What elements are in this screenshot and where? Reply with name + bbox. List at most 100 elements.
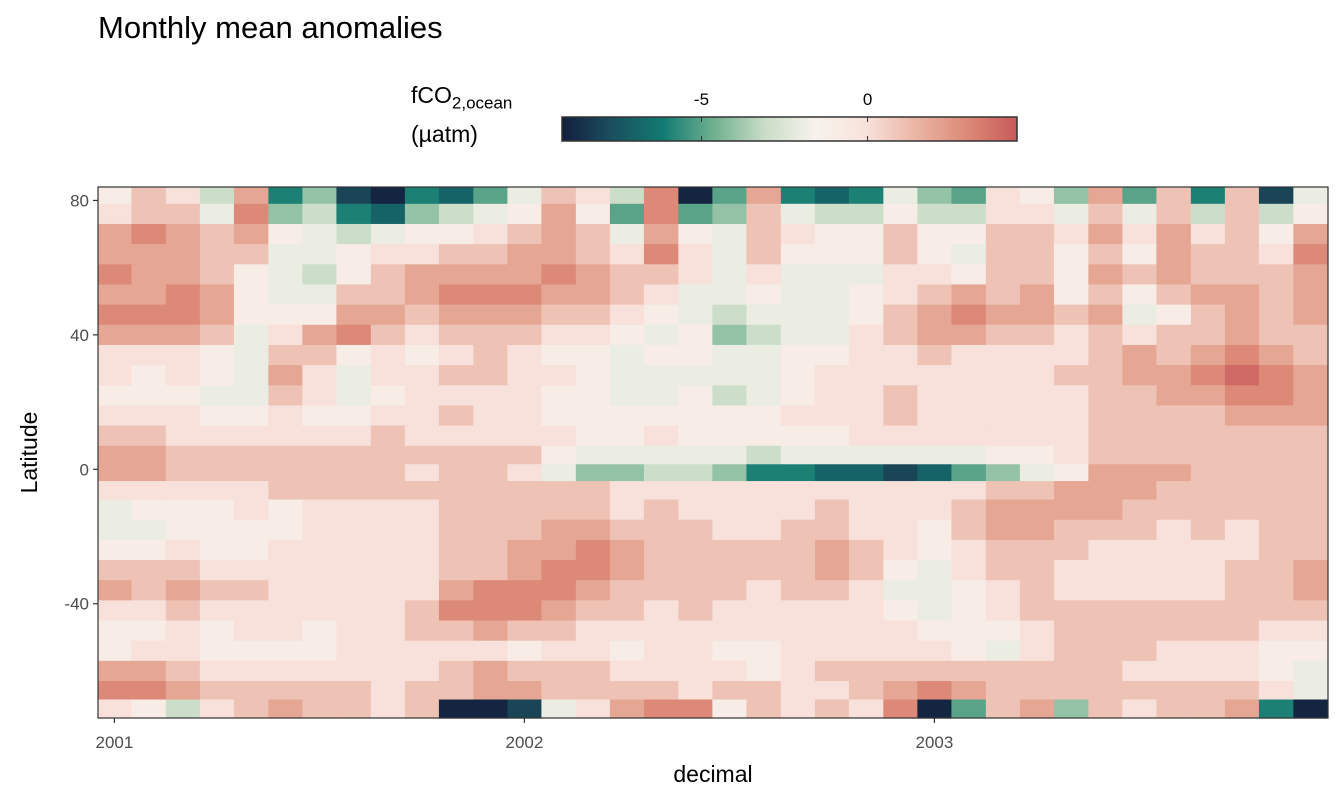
heatmap-cell — [1156, 425, 1192, 447]
heatmap-cell — [233, 203, 269, 225]
heatmap-cell — [917, 304, 953, 326]
heatmap-cell — [507, 519, 543, 541]
heatmap-cell — [370, 244, 406, 265]
heatmap-cell — [1293, 324, 1328, 346]
heatmap-cell — [98, 385, 133, 407]
heatmap-cell — [917, 499, 953, 521]
heatmap-cell — [780, 519, 816, 541]
heatmap-cell — [951, 539, 987, 561]
heatmap-cell — [507, 223, 543, 245]
heatmap-cell — [575, 445, 611, 465]
heatmap-cell — [370, 264, 406, 286]
heatmap-cell — [1019, 640, 1055, 662]
heatmap-cells — [98, 187, 1328, 719]
heatmap-cell — [1156, 284, 1192, 306]
heatmap-cell — [985, 385, 1021, 407]
heatmap-cell — [575, 560, 611, 581]
heatmap-cell — [678, 481, 713, 501]
heatmap-cell — [268, 519, 303, 541]
heatmap-cell — [575, 187, 611, 205]
heatmap-cell — [746, 244, 782, 265]
heatmap-cell — [1190, 660, 1226, 682]
heatmap-cell — [1019, 304, 1055, 326]
heatmap-cell — [1019, 244, 1055, 265]
heatmap-cell — [370, 385, 406, 407]
heatmap-cell — [1156, 365, 1192, 386]
heatmap-cell — [1122, 223, 1158, 245]
heatmap-cell — [712, 640, 748, 662]
heatmap-cell — [678, 445, 713, 465]
heatmap-cell — [883, 681, 918, 701]
heatmap-cell — [609, 405, 645, 427]
heatmap-cell — [1190, 405, 1226, 427]
heatmap-cell — [985, 445, 1021, 465]
heatmap-cell — [404, 660, 440, 682]
heatmap-cell — [883, 600, 918, 622]
heatmap-cell — [98, 519, 133, 541]
heatmap-cell — [712, 539, 748, 561]
heatmap-cell — [1258, 600, 1294, 622]
heatmap-cell — [131, 203, 167, 225]
heatmap-cell — [814, 445, 850, 465]
heatmap-cell — [473, 425, 508, 447]
heatmap-cell — [883, 699, 918, 719]
heatmap-cell — [985, 464, 1021, 482]
heatmap-cell — [438, 425, 474, 447]
heatmap-cell — [1019, 223, 1055, 245]
heatmap-cell — [98, 284, 133, 306]
heatmap-cell — [1190, 539, 1226, 561]
heatmap-cell — [370, 324, 406, 346]
heatmap-cell — [541, 519, 577, 541]
heatmap-cell — [1293, 445, 1328, 465]
heatmap-cell — [1224, 324, 1260, 346]
heatmap-cell — [712, 445, 748, 465]
heatmap-cell — [1088, 560, 1123, 581]
heatmap-cell — [268, 344, 303, 366]
y-axis: 80 40 0 -40 — [64, 191, 98, 614]
heatmap-cell — [302, 620, 338, 642]
heatmap-cell — [917, 203, 953, 225]
heatmap-cell — [1258, 580, 1294, 601]
heatmap-cell — [473, 519, 508, 541]
heatmap-cell — [848, 264, 884, 286]
heatmap-cell — [404, 499, 440, 521]
heatmap-cell — [917, 640, 953, 662]
heatmap-cell — [985, 344, 1021, 366]
heatmap-cell — [1088, 365, 1123, 386]
heatmap-cell — [541, 284, 577, 306]
heatmap-cell — [268, 681, 303, 701]
heatmap-cell — [199, 560, 235, 581]
heatmap-cell — [473, 499, 508, 521]
heatmap-cell — [985, 600, 1021, 622]
heatmap-cell — [302, 464, 338, 482]
heatmap-cell — [268, 499, 303, 521]
heatmap-cell — [712, 405, 748, 427]
heatmap-cell — [609, 620, 645, 642]
heatmap-cell — [507, 699, 543, 719]
heatmap-cell — [1224, 445, 1260, 465]
heatmap-cell — [1258, 539, 1294, 561]
heatmap-cell — [1122, 284, 1158, 306]
heatmap-cell — [643, 304, 679, 326]
heatmap-cell — [233, 681, 269, 701]
heatmap-cell — [848, 425, 884, 447]
heatmap-cell — [746, 600, 782, 622]
heatmap-cell — [883, 385, 918, 407]
heatmap-cell — [780, 324, 816, 346]
heatmap-cell — [199, 499, 235, 521]
heatmap-cell — [643, 385, 679, 407]
heatmap-cell — [473, 344, 508, 366]
heatmap-cell — [951, 699, 987, 719]
heatmap-cell — [678, 519, 713, 541]
heatmap-cell — [848, 464, 884, 482]
heatmap-cell — [1258, 365, 1294, 386]
heatmap-cell — [131, 304, 167, 326]
heatmap-cell — [404, 405, 440, 427]
heatmap-cell — [541, 681, 577, 701]
heatmap-cell — [165, 660, 201, 682]
heatmap-cell — [678, 464, 713, 482]
heatmap-cell — [199, 481, 235, 501]
heatmap-cell — [541, 244, 577, 265]
heatmap-cell — [746, 660, 782, 682]
heatmap-cell — [1224, 660, 1260, 682]
